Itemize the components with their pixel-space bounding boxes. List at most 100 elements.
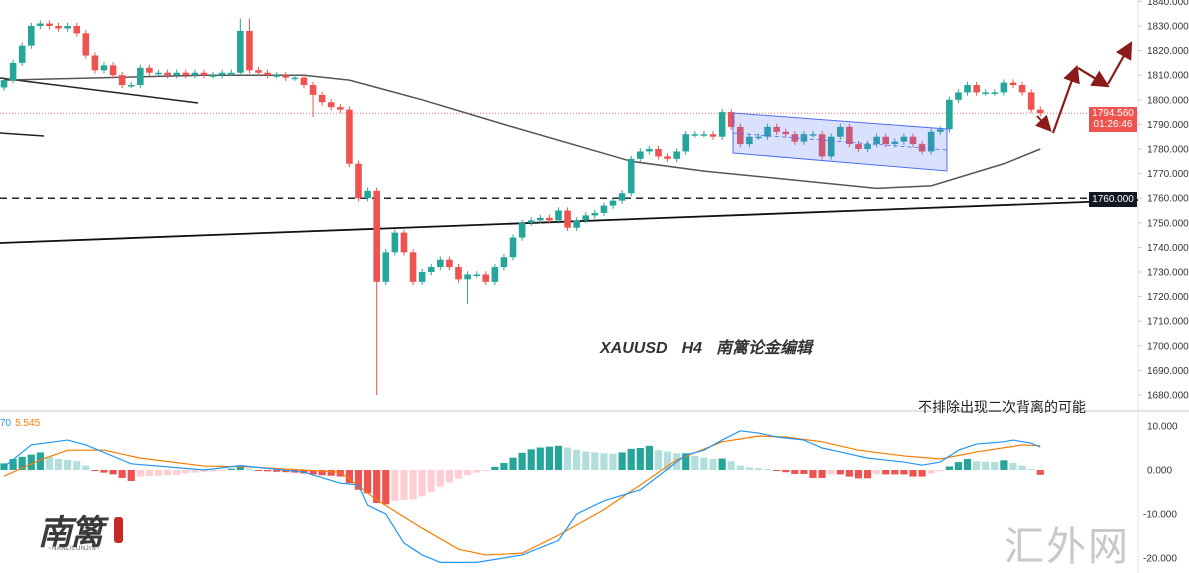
candle-body: [18, 45, 26, 63]
macd-histogram-bar: [173, 470, 181, 475]
candle-body: [464, 274, 471, 280]
signal-value: 5.545: [15, 418, 41, 429]
candle-body: [209, 75, 217, 77]
macd-histogram-bar: [573, 449, 581, 470]
macd-histogram-bar: [418, 470, 426, 497]
candle-body: [891, 141, 899, 145]
macd-line: [3, 430, 1041, 564]
macd-histogram-bar: [82, 465, 90, 470]
macd-histogram-bar: [409, 470, 417, 500]
macd-histogram-bar: [1018, 465, 1026, 470]
macd-histogram-bar: [127, 470, 135, 481]
candle-body: [755, 136, 762, 139]
macd-histogram: [0, 445, 1044, 505]
price-tick-label: 1790.000: [1147, 120, 1189, 131]
consolidation-channel: [732, 112, 948, 172]
candle-body: [109, 65, 117, 76]
macd-histogram-bar: [700, 457, 708, 470]
bar-countdown: 01:26:46: [1093, 119, 1133, 130]
macd-histogram-bar: [318, 470, 326, 476]
candle-body: [227, 72, 235, 75]
candle-body: [64, 26, 71, 29]
macd-histogram-bar: [791, 470, 799, 474]
macd-histogram-bar: [209, 470, 217, 472]
macd-histogram-bar: [563, 447, 572, 470]
candle-body: [927, 131, 935, 152]
candle-body: [527, 220, 535, 223]
candle-body: [500, 257, 508, 268]
macd-histogram-bar: [109, 470, 117, 475]
macd-histogram-bar: [609, 453, 617, 470]
candle-body: [282, 75, 290, 78]
macd-histogram-bar: [191, 470, 199, 473]
candle-body: [191, 72, 199, 76]
candles: [0, 18, 1044, 395]
candle-body: [309, 85, 317, 95]
price-tick-label: 1770.000: [1147, 169, 1189, 180]
macd-histogram-bar: [454, 470, 463, 479]
macd-histogram-bar: [100, 470, 108, 473]
macd-histogram-bar: [427, 470, 435, 492]
macd-tick-label: -20.000: [1143, 554, 1177, 565]
candle-body: [382, 252, 390, 282]
macd-histogram-bar: [636, 448, 644, 470]
candle-body: [591, 212, 599, 216]
candle-body: [946, 99, 953, 130]
candle-body: [264, 72, 271, 76]
macd-histogram-bar: [991, 462, 999, 470]
macd-histogram-bar: [936, 470, 944, 472]
candle-body: [255, 70, 262, 73]
price-tick-label: 1760.000: [1147, 194, 1189, 205]
candle-body: [1009, 82, 1017, 86]
candle-body: [727, 112, 735, 127]
candle-body: [600, 205, 608, 213]
candle-body: [546, 217, 553, 221]
macd-histogram-bar: [254, 470, 263, 471]
candle-body: [955, 92, 962, 100]
candle-body: [300, 77, 308, 86]
candle-body: [855, 144, 862, 149]
last-price: 1794.560: [1092, 108, 1134, 119]
candle-body: [809, 134, 817, 136]
macd-histogram-bar: [73, 461, 81, 470]
candle-body: [773, 126, 780, 132]
macd-histogram-bar: [709, 459, 717, 470]
macd-histogram-bar: [927, 470, 935, 474]
candle-body: [418, 272, 426, 282]
macd-histogram-bar: [345, 470, 354, 484]
candle-body: [691, 134, 699, 136]
author-label: 南篱论金编辑: [716, 340, 813, 357]
price-tick-label: 1840.000: [1147, 0, 1189, 8]
candle-body: [409, 252, 417, 282]
candle-body: [82, 33, 90, 56]
level-price-tag: 1760.000: [1089, 192, 1137, 207]
candle-body: [646, 149, 653, 152]
macd-signal-line: [3, 435, 1041, 556]
candle-body: [118, 75, 126, 86]
macd-histogram-bar: [1009, 462, 1017, 470]
macd-histogram-bar: [827, 470, 835, 475]
macd-histogram-bar: [400, 470, 408, 500]
candle-body: [746, 136, 753, 145]
projection-arrow-pullback: [1077, 67, 1110, 88]
candle-body: [673, 151, 680, 159]
price-tick-label: 1710.000: [1147, 317, 1189, 328]
candle-body: [364, 190, 371, 199]
candle-body: [455, 267, 462, 280]
candle-body: [1000, 82, 1008, 93]
macd-histogram-bar: [436, 470, 444, 487]
macd-histogram-bar: [645, 445, 653, 470]
macd-histogram-bar: [282, 470, 290, 473]
projection-arrow-up-1: [1051, 64, 1080, 134]
candle-body: [827, 136, 835, 157]
macd-histogram-bar: [554, 445, 563, 470]
macd-histogram-bar: [354, 470, 363, 490]
candle-body: [346, 109, 353, 164]
macd-histogram-bar: [509, 457, 517, 470]
macd-histogram-bar: [536, 447, 544, 470]
macd-histogram-bar: [309, 470, 317, 475]
macd-histogram-bar: [27, 454, 35, 470]
macd-histogram-bar: [18, 456, 26, 470]
candle-body: [564, 210, 571, 228]
